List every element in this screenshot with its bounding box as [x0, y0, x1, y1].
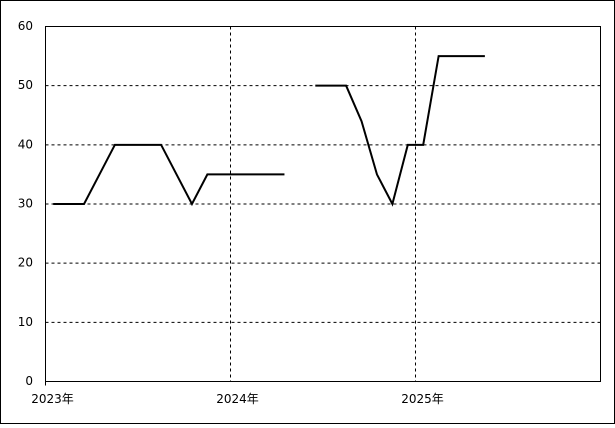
x-tick-label: 2025年 [401, 392, 444, 406]
y-tick-label: 0 [25, 374, 33, 388]
x-tick-label: 2023年 [31, 392, 74, 406]
y-tick-label: 60 [18, 19, 33, 33]
y-tick-label: 50 [18, 78, 33, 92]
line [53, 55, 485, 207]
y-tick-label: 30 [18, 197, 33, 211]
x-tick-label: 2024年 [216, 392, 259, 406]
y-tick-label: 10 [18, 315, 33, 329]
y-tick-label: 40 [18, 137, 33, 151]
y-tick-label: 20 [18, 256, 33, 270]
